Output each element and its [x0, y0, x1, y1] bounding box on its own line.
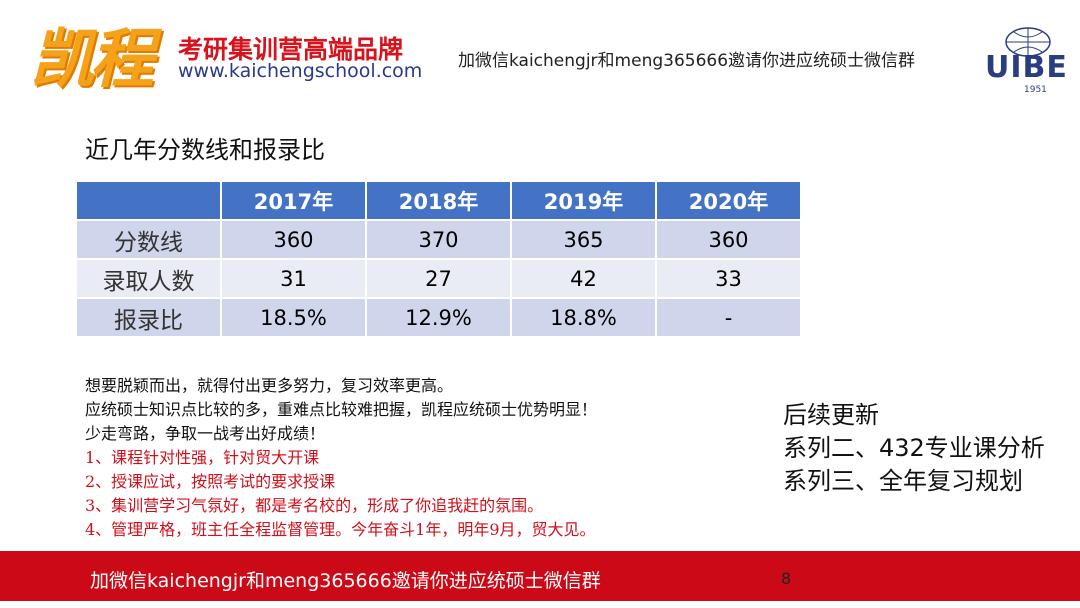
cell: 31 [220, 258, 367, 299]
cell: 27 [365, 258, 512, 299]
cell: 360 [655, 219, 802, 260]
column-header: 2017年 [220, 180, 367, 221]
point-line: 3、集训营学习气氛好，都是考名校的，形成了你追我赶的氛围。 [85, 496, 544, 515]
table-row: 报录比 18.5% 12.9% 18.8% - [75, 297, 802, 338]
cell: 370 [365, 219, 512, 260]
row-label: 分数线 [75, 219, 222, 260]
logo: 凯程 [30, 23, 154, 97]
corner-cell [75, 180, 222, 221]
column-header: 2018年 [365, 180, 512, 221]
cell: 360 [220, 219, 367, 260]
footer-notice: 加微信kaichengjr和meng365666邀请你进应统硕士微信群 [90, 570, 601, 592]
globe-icon [1005, 27, 1051, 57]
cell: 42 [510, 258, 657, 299]
point-line: 1、课程针对性强，针对贸大开课 [85, 448, 320, 467]
university-logo: UIBE [985, 50, 1068, 85]
slogan: 考研集训营高端品牌 [178, 35, 404, 64]
table-row: 分数线 360 370 365 360 [75, 219, 802, 260]
title: 近几年分数线和报录比 [85, 136, 325, 164]
table-row: 录取人数 31 27 42 33 [75, 258, 802, 299]
cell: 18.5% [220, 297, 367, 338]
footer-bar [0, 551, 1080, 601]
row-label: 报录比 [75, 297, 222, 338]
cell: 365 [510, 219, 657, 260]
cell: 33 [655, 258, 802, 299]
column-header: 2020年 [655, 180, 802, 221]
point-line: 4、管理严格，班主任全程监督管理。今年奋斗1年，明年9月，贸大见。 [85, 520, 596, 539]
intro-line: 应统硕士知识点比较的多，重难点比较难把握，凯程应统硕士优势明显！ [85, 400, 598, 419]
cell: 12.9% [365, 297, 512, 338]
update-line: 后续更新 [783, 401, 879, 429]
website: www.kaichengschool.com [178, 60, 423, 82]
cell: 18.8% [510, 297, 657, 338]
header-notice: 加微信kaichengjr和meng365666邀请你进应统硕士微信群 [458, 51, 916, 71]
intro-line: 想要脱颖而出，就得付出更多努力，复习效率更高。 [85, 376, 454, 395]
column-header: 2019年 [510, 180, 657, 221]
update-line: 系列三、全年复习规划 [783, 467, 1023, 495]
university-year: 1951 [1024, 85, 1047, 95]
page-number: 8 [781, 569, 792, 588]
intro-line: 少走弯路，争取一战考出好成绩！ [85, 424, 326, 443]
header-row: 2017年 2018年 2019年 2020年 [75, 180, 802, 221]
row-label: 录取人数 [75, 258, 222, 299]
update-line: 系列二、432专业课分析 [783, 434, 1045, 462]
cell: - [655, 297, 802, 338]
point-line: 2、授课应试，按照考试的要求授课 [85, 472, 336, 491]
score-table: 2017年 2018年 2019年 2020年 分数线 360 370 365 360 录取人数 3… [75, 180, 802, 338]
